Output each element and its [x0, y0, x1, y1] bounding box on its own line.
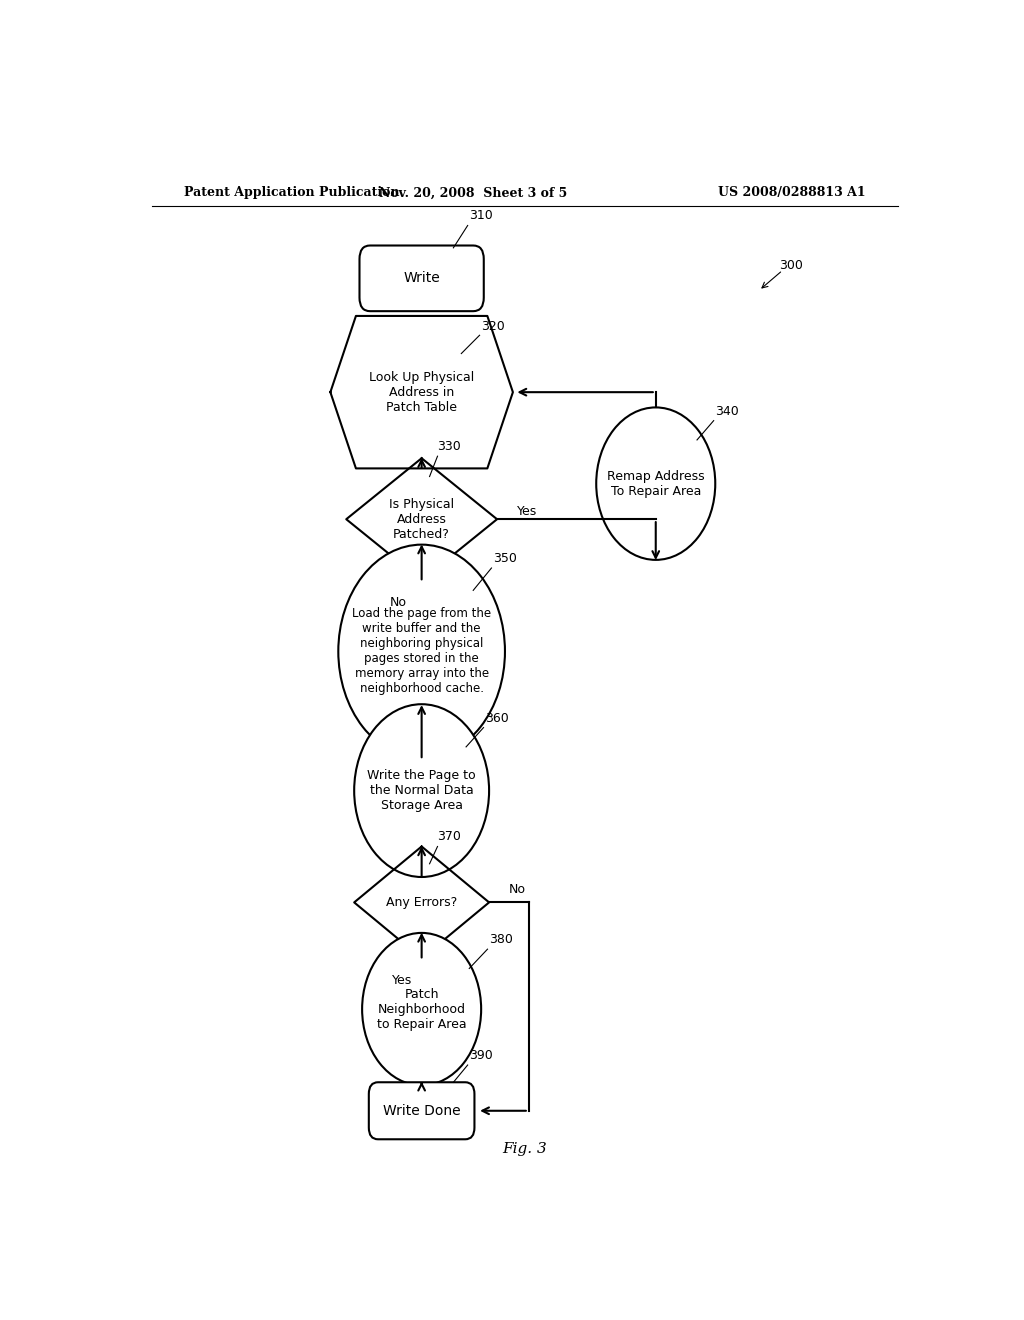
Text: 320: 320: [481, 321, 505, 333]
Text: 390: 390: [469, 1049, 493, 1063]
Text: No: No: [389, 597, 407, 610]
Circle shape: [596, 408, 715, 560]
Text: US 2008/0288813 A1: US 2008/0288813 A1: [719, 186, 866, 199]
Text: Load the page from the
write buffer and the
neighboring physical
pages stored in: Load the page from the write buffer and …: [352, 607, 492, 696]
Text: Yes: Yes: [391, 974, 412, 986]
Text: 330: 330: [437, 440, 461, 453]
Text: No: No: [509, 883, 526, 896]
Text: Remap Address
To Repair Area: Remap Address To Repair Area: [607, 470, 705, 498]
Text: 380: 380: [489, 933, 513, 946]
Text: 310: 310: [469, 210, 493, 223]
Circle shape: [362, 933, 481, 1085]
Text: Fig. 3: Fig. 3: [503, 1142, 547, 1156]
Text: Is Physical
Address
Patched?: Is Physical Address Patched?: [389, 498, 455, 541]
Text: Yes: Yes: [517, 504, 538, 517]
Text: Patent Application Publication: Patent Application Publication: [183, 186, 399, 199]
Text: 370: 370: [437, 830, 462, 843]
Text: Nov. 20, 2008  Sheet 3 of 5: Nov. 20, 2008 Sheet 3 of 5: [379, 186, 567, 199]
Circle shape: [338, 545, 505, 758]
FancyBboxPatch shape: [369, 1082, 474, 1139]
Polygon shape: [346, 458, 497, 581]
Text: 360: 360: [485, 711, 509, 725]
FancyBboxPatch shape: [359, 246, 483, 312]
Polygon shape: [354, 846, 489, 958]
Text: 340: 340: [715, 405, 739, 417]
Text: Write Done: Write Done: [383, 1104, 461, 1118]
Text: Write the Page to
the Normal Data
Storage Area: Write the Page to the Normal Data Storag…: [368, 770, 476, 812]
Text: Any Errors?: Any Errors?: [386, 896, 458, 909]
Polygon shape: [331, 315, 513, 469]
Text: 300: 300: [779, 259, 803, 272]
Text: Look Up Physical
Address in
Patch Table: Look Up Physical Address in Patch Table: [369, 371, 474, 413]
Circle shape: [354, 704, 489, 876]
Text: 350: 350: [494, 552, 517, 565]
Text: Write: Write: [403, 272, 440, 285]
Text: Patch
Neighborhood
to Repair Area: Patch Neighborhood to Repair Area: [377, 987, 467, 1031]
